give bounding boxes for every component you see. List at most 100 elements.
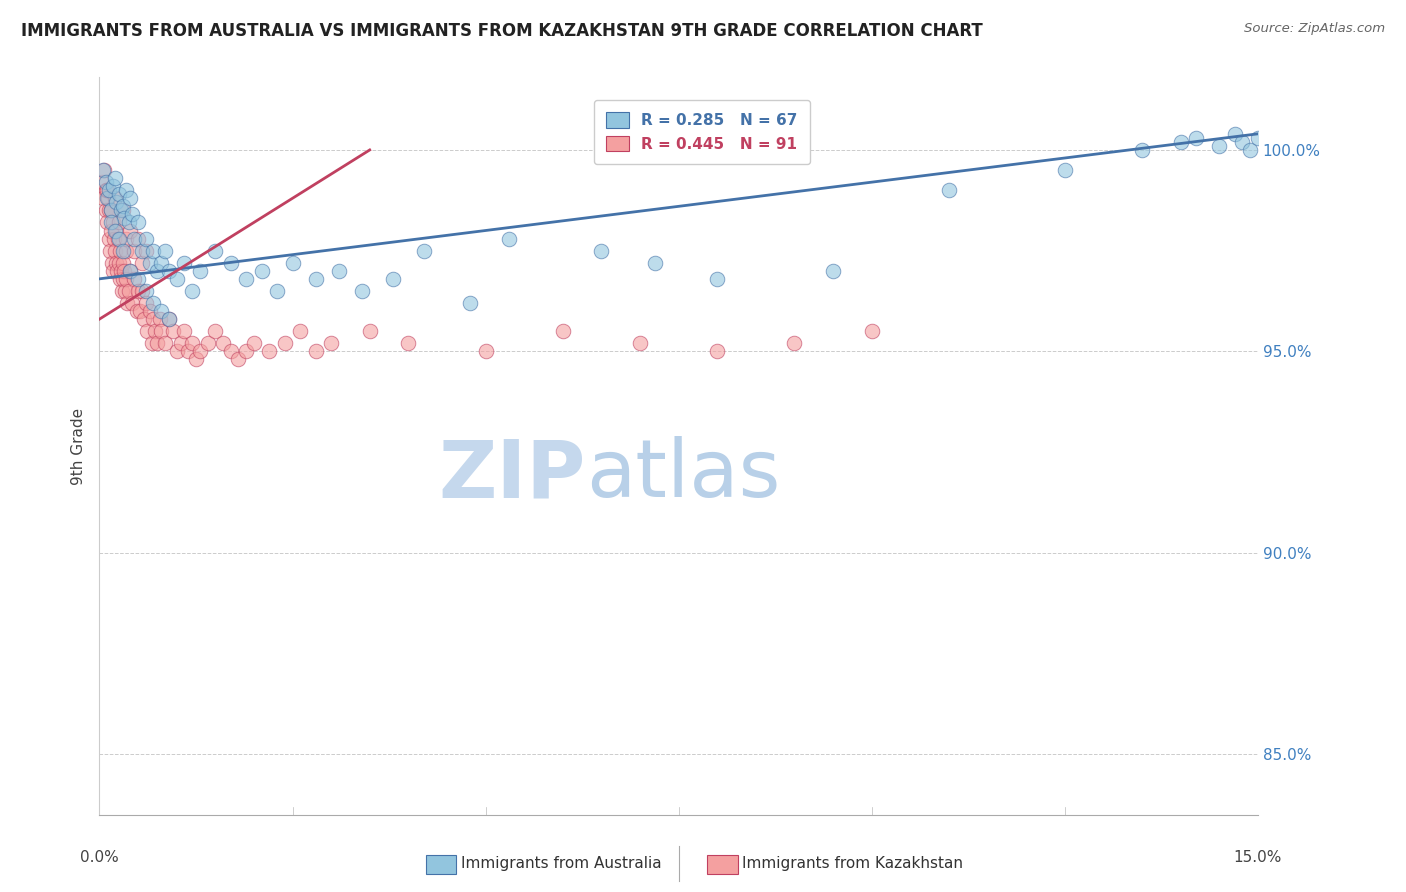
Point	[96, 215, 118, 229]
Point	[1130, 143, 1153, 157]
Point	[107, 187, 129, 202]
Point	[128, 304, 150, 318]
Point	[115, 183, 138, 197]
Point	[97, 191, 120, 205]
Point	[115, 244, 138, 258]
Point	[219, 344, 242, 359]
Point	[274, 336, 297, 351]
Point	[112, 264, 135, 278]
Point	[135, 296, 157, 310]
Point	[328, 264, 350, 278]
Point	[105, 264, 128, 278]
Point	[93, 163, 115, 178]
Point	[107, 231, 129, 245]
Point	[204, 244, 226, 258]
Point	[150, 324, 173, 338]
Point	[628, 336, 651, 351]
Point	[107, 215, 129, 229]
Y-axis label: 9th Grade: 9th Grade	[72, 408, 86, 484]
Point	[111, 199, 134, 213]
Point	[114, 284, 136, 298]
Point	[142, 312, 165, 326]
Point	[105, 195, 128, 210]
Point	[169, 336, 191, 351]
Point	[197, 336, 219, 351]
Text: IMMIGRANTS FROM AUSTRALIA VS IMMIGRANTS FROM KAZAKHSTAN 9TH GRADE CORRELATION CH: IMMIGRANTS FROM AUSTRALIA VS IMMIGRANTS …	[21, 22, 983, 40]
Legend: R = 0.285   N = 67, R = 0.445   N = 91: R = 0.285 N = 67, R = 0.445 N = 91	[593, 100, 810, 164]
Point	[98, 203, 121, 218]
Point	[122, 244, 145, 258]
Text: 0.0%: 0.0%	[80, 850, 120, 865]
Point	[104, 244, 127, 258]
Point	[184, 352, 207, 367]
Point	[96, 191, 118, 205]
Point	[266, 284, 288, 298]
Point	[111, 256, 134, 270]
Point	[204, 324, 226, 338]
Point	[1185, 131, 1208, 145]
Text: ZIP: ZIP	[439, 436, 586, 515]
Point	[120, 223, 142, 237]
Point	[120, 264, 142, 278]
Point	[120, 264, 142, 278]
Point	[396, 336, 419, 351]
Point	[860, 324, 883, 338]
Point	[111, 203, 134, 218]
Point	[94, 175, 117, 189]
Point	[498, 231, 520, 245]
Point	[91, 163, 114, 178]
Point	[150, 304, 173, 318]
Point	[122, 272, 145, 286]
Point	[153, 336, 176, 351]
Point	[107, 231, 129, 245]
Point	[173, 256, 195, 270]
Text: Immigrants from Australia: Immigrants from Australia	[461, 856, 661, 871]
Point	[188, 264, 211, 278]
Point	[142, 296, 165, 310]
Point	[120, 191, 142, 205]
Point	[359, 324, 381, 338]
Point	[104, 223, 127, 237]
Point	[228, 352, 250, 367]
Point	[938, 183, 960, 197]
Point	[235, 272, 257, 286]
Point	[706, 272, 728, 286]
Point	[114, 272, 136, 286]
Point	[110, 264, 132, 278]
Text: Source: ZipAtlas.com: Source: ZipAtlas.com	[1244, 22, 1385, 36]
Point	[305, 344, 328, 359]
Point	[281, 256, 304, 270]
Point	[157, 312, 180, 326]
Point	[783, 336, 806, 351]
Point	[173, 324, 195, 338]
Point	[243, 336, 266, 351]
Point	[149, 312, 172, 326]
Point	[97, 183, 120, 197]
Point	[1053, 163, 1076, 178]
Point	[118, 215, 141, 229]
Point	[135, 284, 157, 298]
Point	[112, 211, 135, 226]
Point	[177, 344, 200, 359]
Point	[150, 256, 173, 270]
Point	[474, 344, 496, 359]
Point	[138, 256, 160, 270]
Point	[127, 231, 149, 245]
Point	[157, 264, 180, 278]
Point	[94, 183, 117, 197]
Point	[121, 296, 143, 310]
Point	[162, 324, 184, 338]
Point	[91, 191, 114, 205]
Point	[122, 231, 145, 245]
Point	[127, 284, 149, 298]
Point	[458, 296, 481, 310]
Point	[1232, 135, 1254, 149]
Point	[143, 324, 166, 338]
Point	[235, 344, 257, 359]
Point	[706, 344, 728, 359]
Point	[141, 336, 163, 351]
Point	[101, 215, 124, 229]
Point	[181, 284, 204, 298]
Text: 15.0%: 15.0%	[1233, 850, 1282, 865]
Point	[135, 244, 157, 258]
